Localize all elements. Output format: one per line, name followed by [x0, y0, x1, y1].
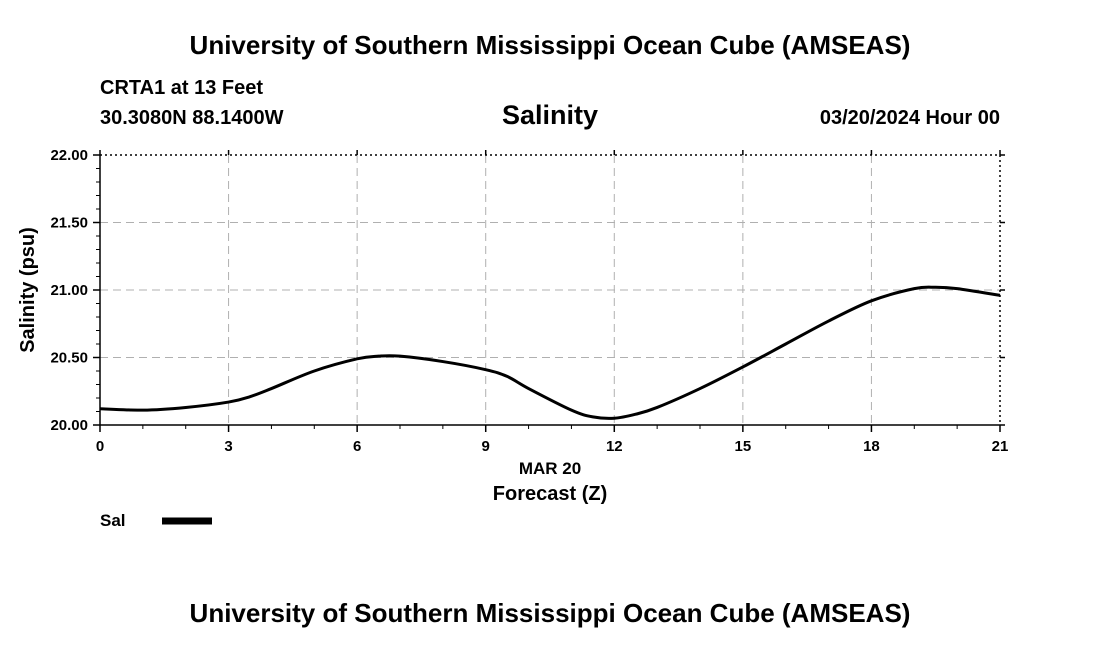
page-title: University of Southern Mississippi Ocean… — [189, 30, 911, 60]
x-tick-label: 6 — [353, 438, 361, 455]
x-tick-label: 15 — [735, 438, 752, 455]
x-tick-label: 9 — [482, 438, 490, 455]
x-tick-label: 21 — [992, 438, 1009, 455]
station-coordinates: 30.3080N 88.1400W — [100, 107, 284, 129]
forecast-date: 03/20/2024 Hour 00 — [819, 107, 1000, 129]
y-tick-label: 21.50 — [50, 215, 88, 232]
salinity-series-line — [99, 285, 1001, 420]
x-axis-sublabel: MAR 20 — [519, 459, 581, 478]
y-axis-label: Salinity (psu) — [17, 227, 39, 353]
x-tick-label: 12 — [606, 438, 623, 455]
x-axis-label: Forecast (Z) — [493, 483, 607, 505]
y-tick-label: 20.00 — [50, 417, 88, 434]
legend-label: Sal — [100, 511, 126, 530]
y-tick-label: 21.00 — [50, 282, 88, 299]
x-tick-label: 18 — [863, 438, 880, 455]
x-tick-label: 0 — [96, 438, 104, 455]
x-tick-label: 3 — [224, 438, 232, 455]
station-label: CRTA1 at 13 Feet — [100, 77, 264, 99]
chart-title: Salinity — [501, 100, 599, 130]
y-tick-label: 20.50 — [50, 350, 88, 367]
footer-title: University of Southern Mississippi Ocean… — [189, 598, 911, 628]
y-tick-label: 22.00 — [50, 147, 88, 164]
